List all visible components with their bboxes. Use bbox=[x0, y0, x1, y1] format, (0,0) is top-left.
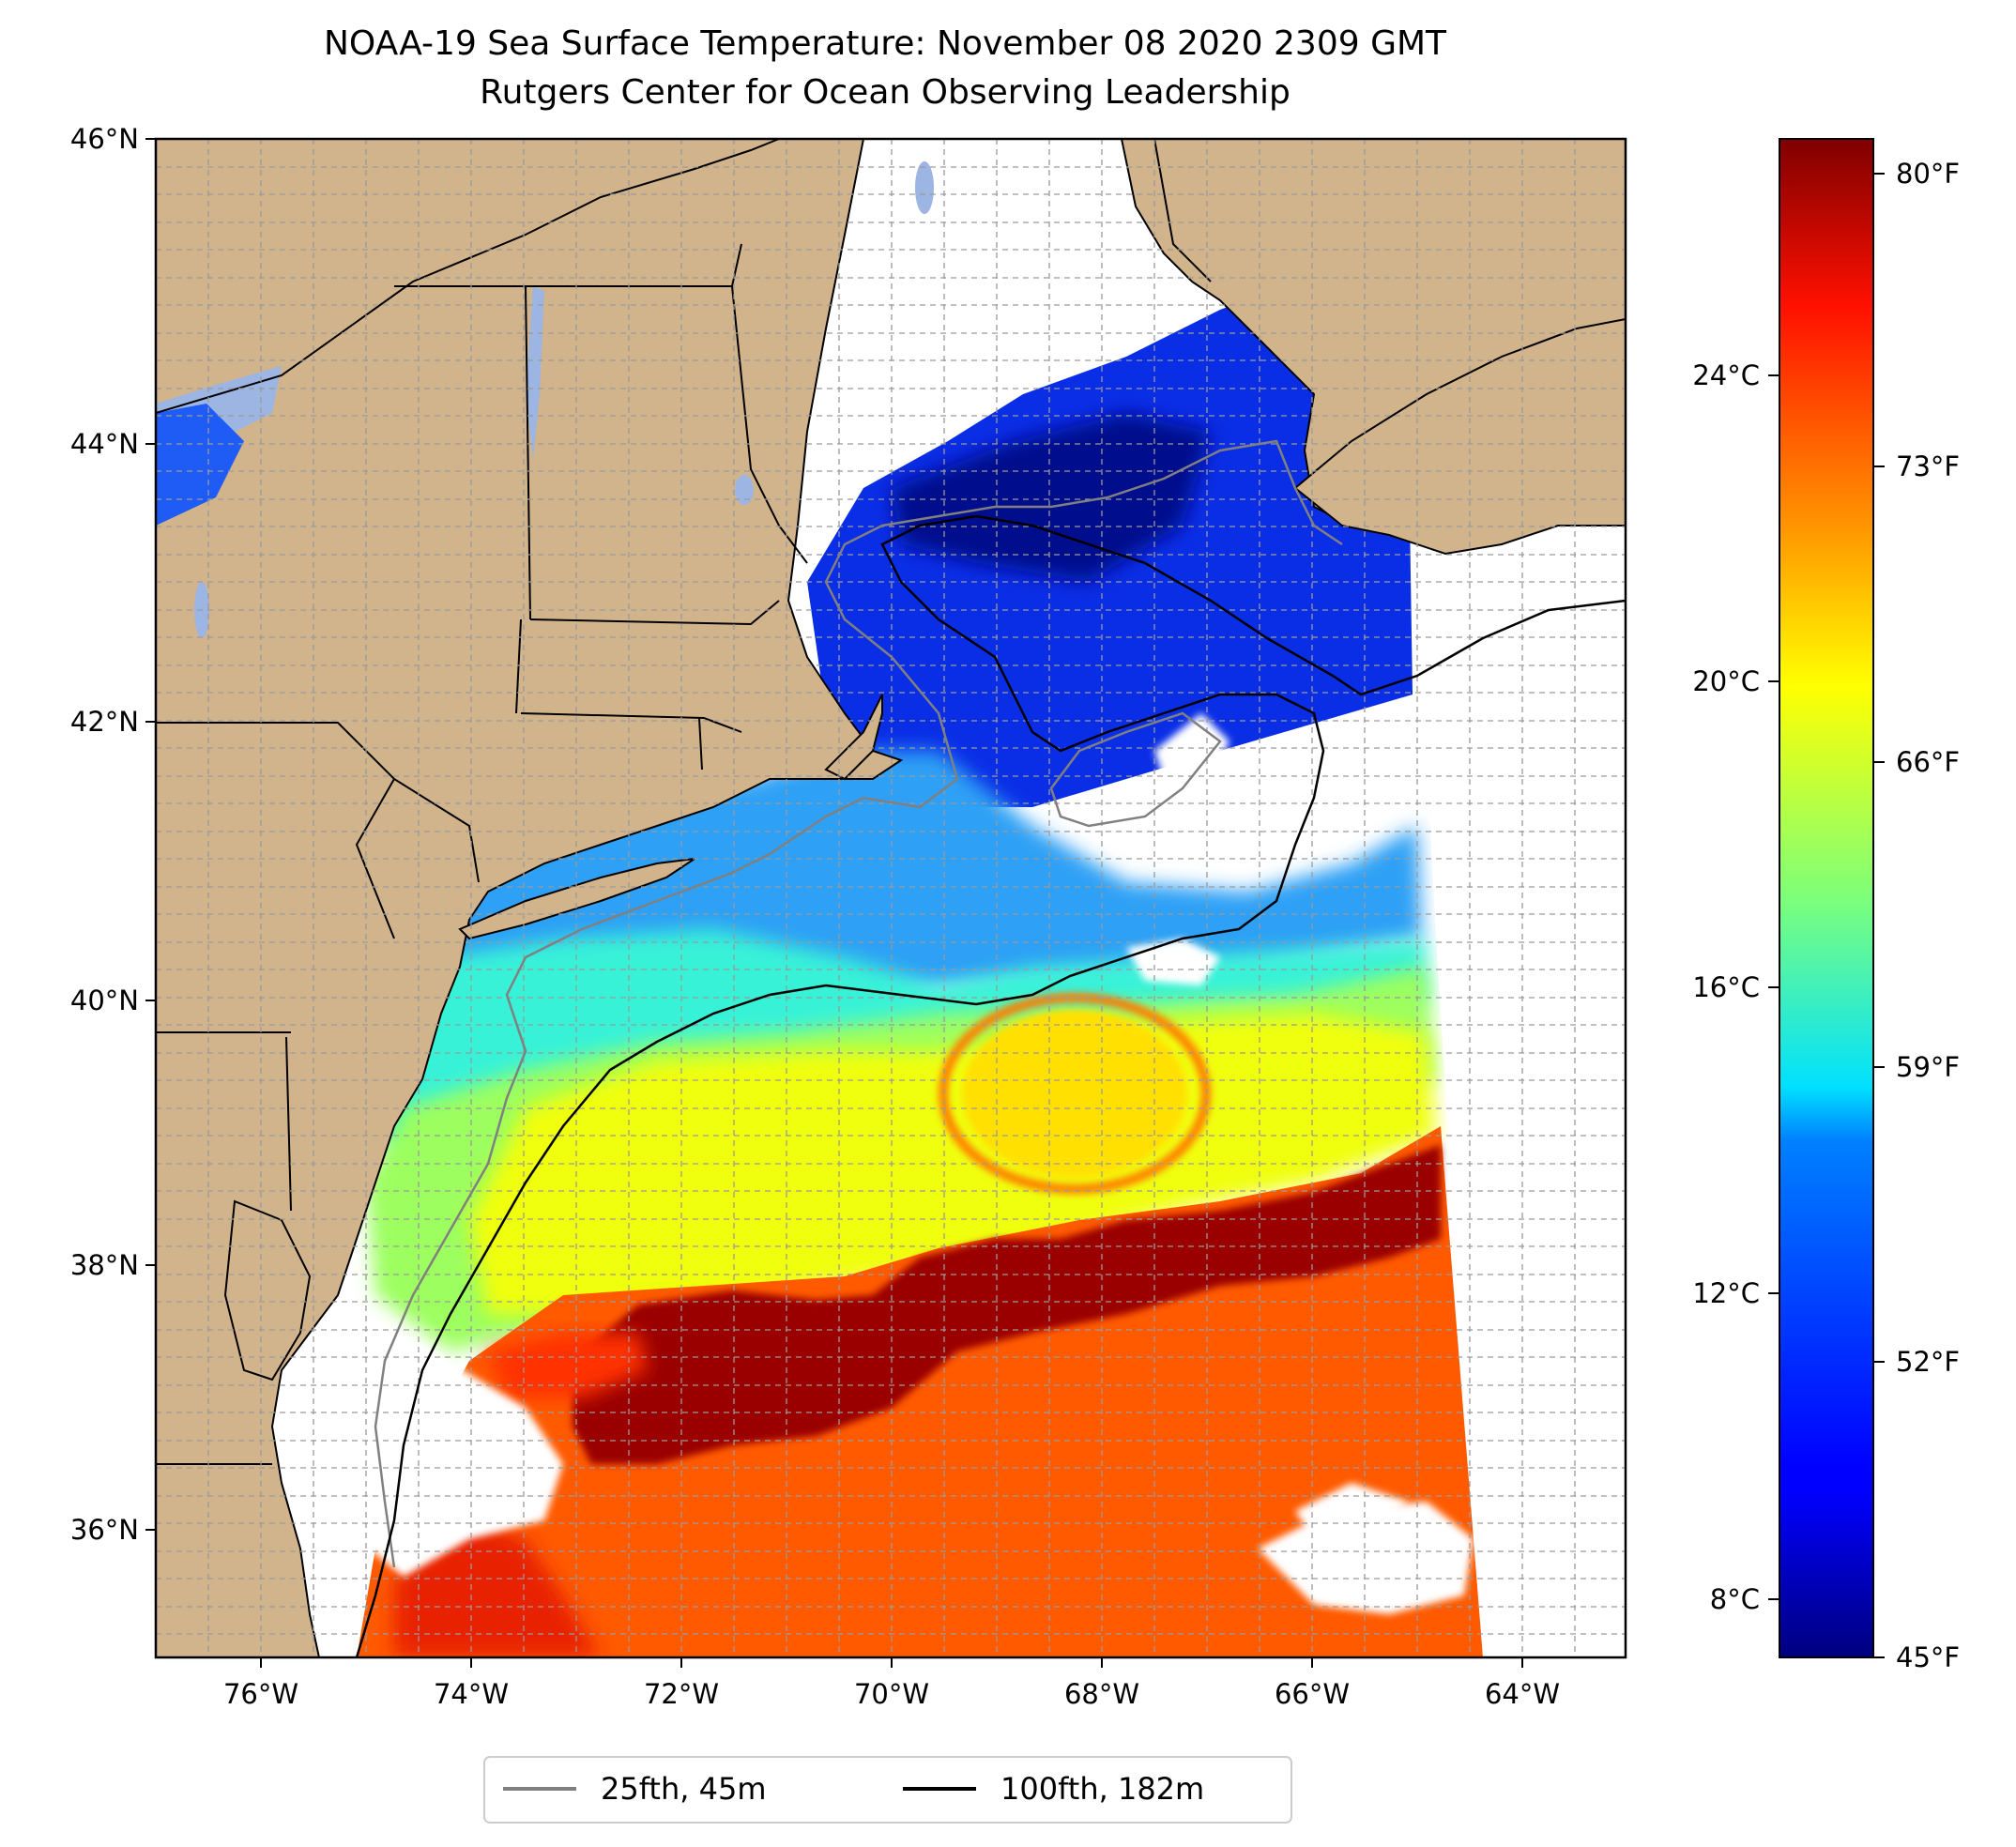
lon-tick-label: 64°W bbox=[1485, 1678, 1560, 1710]
border-nj-ny bbox=[355, 778, 395, 939]
legend-box bbox=[483, 1756, 1292, 1824]
colorbar-celsius-label: 20°C bbox=[1692, 665, 1760, 697]
lat-tick-label: 38°N bbox=[70, 1249, 139, 1281]
border-ny-ct bbox=[515, 618, 522, 714]
land-us-northeast bbox=[156, 139, 904, 1657]
lat-tick-label: 40°N bbox=[70, 985, 139, 1016]
colorbar-fahrenheit-label: 52°F bbox=[1896, 1346, 1960, 1378]
colorbar-celsius-label: 8°C bbox=[1710, 1583, 1760, 1615]
axis-tick-marks bbox=[145, 138, 1523, 1668]
lake-ontario-sst bbox=[156, 404, 244, 526]
lon-tick-label: 74°W bbox=[434, 1678, 509, 1710]
land bbox=[156, 139, 1626, 1657]
sst-cloud-patch-gom bbox=[1154, 713, 1229, 779]
lon-tick-labels: 76°W 74°W 72°W 70°W 68°W 66°W 64°W bbox=[223, 1678, 1560, 1710]
colorbar-fahrenheit-label: 66°F bbox=[1896, 746, 1960, 778]
isobath-25fth bbox=[374, 439, 1343, 1568]
lon-tick-label: 72°W bbox=[644, 1678, 719, 1710]
colorbar: 24°C 20°C 16°C 12°C 8°C 80°F 73°F 66°F 5… bbox=[1692, 138, 1960, 1673]
lon-tick-label: 70°W bbox=[854, 1678, 929, 1710]
sst-cloud-patch-se bbox=[1295, 1483, 1408, 1539]
isobaths bbox=[355, 439, 1626, 1657]
land-delmarva bbox=[223, 1199, 312, 1381]
colorbar-fahrenheit-ticks bbox=[1873, 173, 1885, 1658]
legend-label-100fth: 100fth, 182m bbox=[1000, 1771, 1204, 1807]
isobath-100fth bbox=[355, 514, 1626, 1657]
colorbar-celsius-label: 24°C bbox=[1692, 359, 1760, 391]
colorbar-celsius-label: 16°C bbox=[1692, 971, 1760, 1003]
colorbar-fahrenheit-label: 45°F bbox=[1896, 1641, 1960, 1673]
sst-gulf-stream-core bbox=[573, 1145, 1441, 1464]
colorbar-celsius-label: 12°C bbox=[1692, 1277, 1760, 1309]
border-ny-vt bbox=[525, 285, 531, 620]
sst-red-shelf-south bbox=[394, 1520, 601, 1657]
border-maine-nh bbox=[731, 285, 808, 564]
legend: 25fth, 45m 100fth, 182m bbox=[483, 1756, 1292, 1824]
colorbar-fahrenheit-label: 59°F bbox=[1896, 1051, 1960, 1083]
border-ct-ri bbox=[698, 717, 703, 771]
lon-tick-label: 68°W bbox=[1064, 1678, 1139, 1710]
lat-tick-label: 42°N bbox=[70, 706, 139, 738]
legend-label-25fth: 25fth, 45m bbox=[601, 1771, 766, 1807]
map-area bbox=[156, 139, 1626, 1657]
lake-moosehead bbox=[915, 161, 934, 214]
lat-tick-labels: 46°N 44°N 42°N 40°N 38°N 36°N bbox=[70, 123, 139, 1546]
sst-cyan-band bbox=[375, 929, 1427, 1183]
border-canada-us bbox=[156, 139, 780, 414]
map-title-line2: Rutgers Center for Ocean Observing Leade… bbox=[480, 73, 1291, 112]
sst-warm-core-eddy bbox=[962, 1009, 1187, 1178]
colorbar-fahrenheit-label: 73°F bbox=[1896, 450, 1960, 482]
lat-tick-label: 44°N bbox=[70, 428, 139, 460]
lon-tick-label: 66°W bbox=[1275, 1678, 1350, 1710]
map-title-line1: NOAA-19 Sea Surface Temperature: Novembe… bbox=[324, 24, 1447, 63]
sst-red-filament bbox=[488, 1333, 648, 1398]
border-ma-north bbox=[529, 600, 780, 626]
land-nova-scotia bbox=[1293, 317, 1626, 556]
border-ma-south bbox=[520, 712, 742, 733]
colorbar-fahrenheit-label: 80°F bbox=[1896, 158, 1960, 190]
land-long-island bbox=[458, 858, 695, 940]
sst-cloud-patch-hatteras bbox=[282, 1314, 563, 1577]
borders bbox=[156, 139, 1212, 1465]
lat-tick-label: 36°N bbox=[70, 1514, 139, 1546]
colorbar-celsius-ticks bbox=[1768, 374, 1779, 1600]
lat-tick-label: 46°N bbox=[70, 123, 139, 155]
gridlines bbox=[156, 139, 1626, 1657]
land-cape-cod bbox=[824, 694, 883, 781]
colorbar-gradient bbox=[1779, 138, 1874, 1658]
border-nb-me bbox=[1153, 139, 1212, 282]
lon-tick-label: 76°W bbox=[223, 1678, 298, 1710]
border-de-md bbox=[285, 1036, 292, 1212]
lake-winnipesaukee bbox=[735, 475, 754, 505]
sst-very-cold-core bbox=[892, 413, 1211, 582]
lake-champlain bbox=[526, 286, 544, 460]
